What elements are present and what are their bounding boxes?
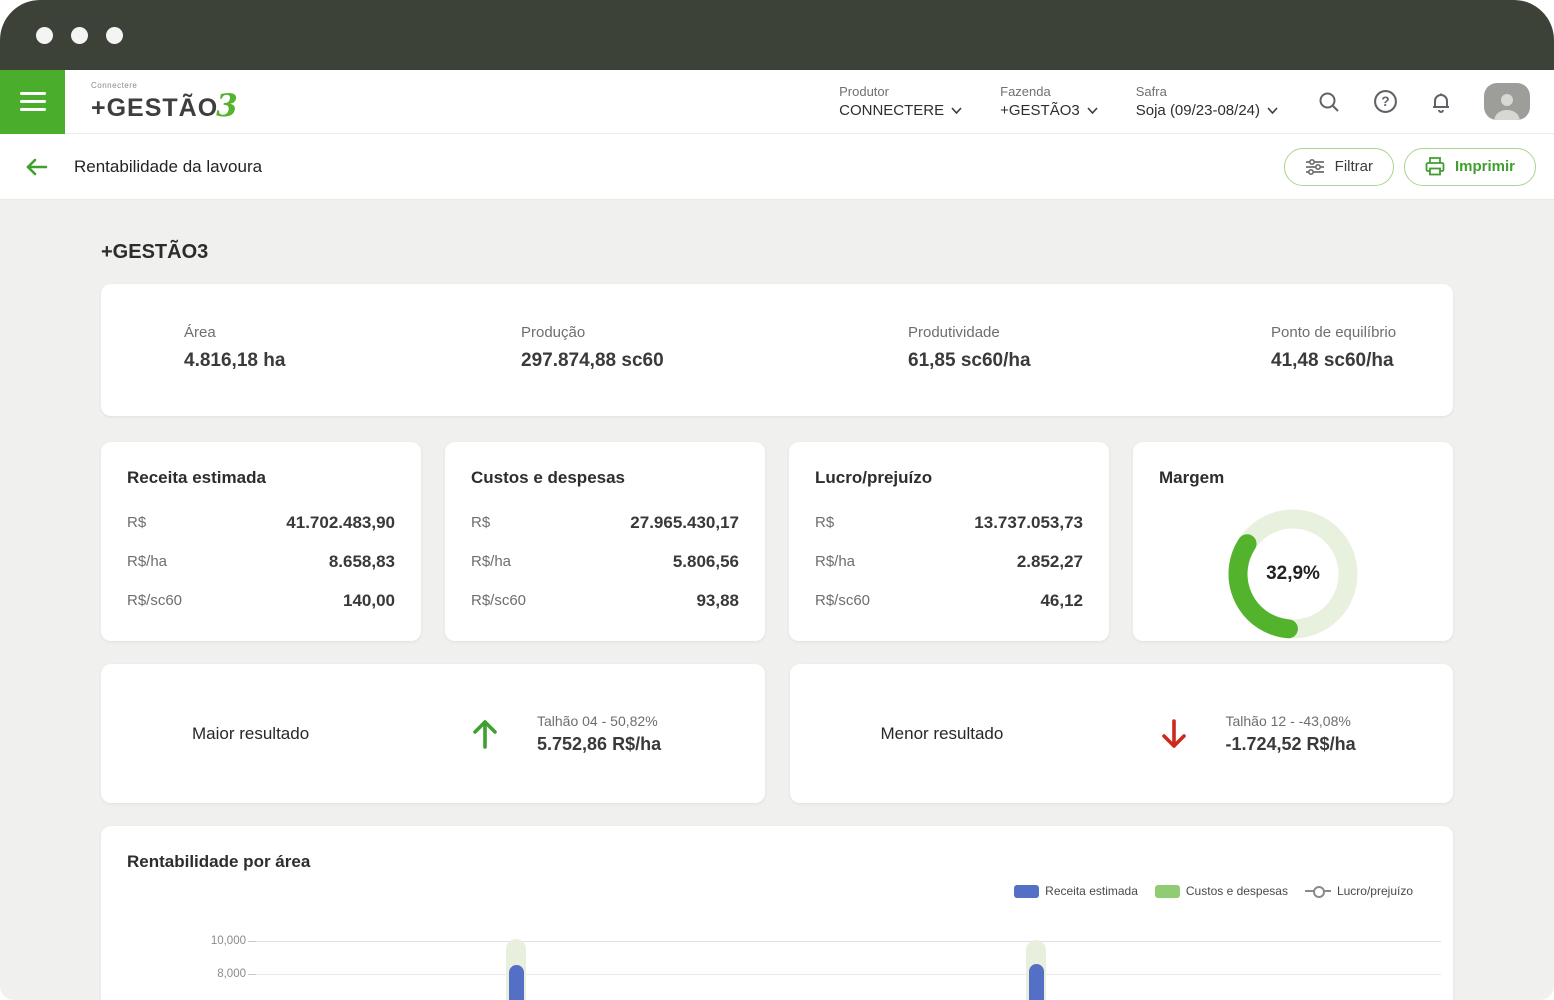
- best-field-label: Talhão 04 - 50,82%: [537, 713, 661, 729]
- gridline: [256, 941, 1441, 942]
- notifications-bell-icon[interactable]: [1428, 89, 1454, 115]
- window-dot[interactable]: [36, 27, 53, 44]
- margin-value: 32,9%: [1218, 499, 1368, 649]
- card-rentabilidade-por-area: Rentabilidade por área Receita estimada …: [101, 826, 1453, 1000]
- worst-field-value: -1.724,52 R$/ha: [1226, 734, 1356, 755]
- arrow-down-icon: [1158, 717, 1190, 751]
- bar-receita-estimada: [509, 965, 524, 1000]
- stat-producao: Produção 297.874,88 sc60: [521, 324, 664, 372]
- selector-produtor[interactable]: Produtor CONNECTERE: [839, 84, 962, 119]
- page-content: +GESTÃO3 Área 4.816,18 ha Produção 297.8…: [0, 200, 1554, 1000]
- logo-accent: 3: [216, 88, 238, 124]
- card-menor-resultado: Menor resultado Talhão 12 - -43,08% -1.7…: [790, 664, 1454, 803]
- chevron-down-icon: [1087, 107, 1098, 114]
- farm-section-title: +GESTÃO3: [101, 200, 1453, 284]
- chevron-down-icon: [951, 107, 962, 114]
- selector-fazenda[interactable]: Fazenda +GESTÃO3: [1000, 84, 1098, 119]
- logo-title: +GESTÃO: [91, 94, 218, 122]
- user-avatar[interactable]: [1484, 83, 1530, 120]
- stat-produtividade: Produtividade 61,85 sc60/ha: [908, 324, 1031, 372]
- print-button[interactable]: Imprimir: [1404, 148, 1536, 186]
- printer-icon: [1425, 157, 1445, 176]
- card-receita-estimada: Receita estimada R$41.702.483,90 R$/ha8.…: [101, 442, 421, 641]
- worst-field-label: Talhão 12 - -43,08%: [1226, 713, 1356, 729]
- best-field-value: 5.752,86 R$/ha: [537, 734, 661, 755]
- axis-tick: [248, 974, 256, 975]
- context-selectors: Produtor CONNECTERE Fazenda +GESTÃO3 Saf…: [839, 84, 1278, 119]
- card-custos-despesas: Custos e despesas R$27.965.430,17 R$/ha5…: [445, 442, 765, 641]
- stat-ponto-equilibrio: Ponto de equilíbrio 41,48 sc60/ha: [1271, 324, 1396, 372]
- window-dot[interactable]: [106, 27, 123, 44]
- chart-plot: 10,0008,0006,000: [101, 826, 1453, 1000]
- browser-window: Connectere +GESTÃO3 Produtor CONNECTERE …: [0, 0, 1554, 1000]
- card-lucro-prejuizo: Lucro/prejuízo R$13.737.053,73 R$/ha2.85…: [789, 442, 1109, 641]
- page-title: Rentabilidade da lavoura: [74, 157, 262, 177]
- card-margem: Margem 32,9%: [1133, 442, 1453, 641]
- bar-receita-estimada: [1029, 964, 1044, 1000]
- app-bar: Connectere +GESTÃO3 Produtor CONNECTERE …: [0, 70, 1554, 134]
- summary-card: Área 4.816,18 ha Produção 297.874,88 sc6…: [101, 284, 1453, 416]
- arrow-up-icon: [469, 717, 501, 751]
- gridline: [256, 974, 1441, 975]
- window-titlebar: [0, 0, 1554, 70]
- card-maior-resultado: Maior resultado Talhão 04 - 50,82% 5.752…: [101, 664, 765, 803]
- sliders-filter-icon: [1305, 158, 1325, 176]
- help-icon[interactable]: ?: [1372, 89, 1398, 115]
- back-arrow-icon[interactable]: [24, 154, 50, 180]
- y-axis-label: 10,000: [186, 935, 246, 947]
- hamburger-icon: [20, 92, 46, 95]
- search-icon[interactable]: [1316, 89, 1342, 115]
- hamburger-menu-button[interactable]: [0, 70, 65, 134]
- selector-safra[interactable]: Safra Soja (09/23-08/24): [1136, 84, 1278, 119]
- page-header: Rentabilidade da lavoura Filtrar Imprimi…: [0, 134, 1554, 200]
- window-dot[interactable]: [71, 27, 88, 44]
- stat-area: Área 4.816,18 ha: [184, 324, 285, 372]
- margin-donut-chart: 32,9%: [1218, 499, 1368, 649]
- filter-button[interactable]: Filtrar: [1284, 148, 1394, 186]
- svg-text:?: ?: [1381, 94, 1389, 109]
- app-logo: Connectere +GESTÃO3: [91, 82, 238, 122]
- chevron-down-icon: [1267, 107, 1278, 114]
- y-axis-label: 8,000: [186, 968, 246, 980]
- axis-tick: [248, 941, 256, 942]
